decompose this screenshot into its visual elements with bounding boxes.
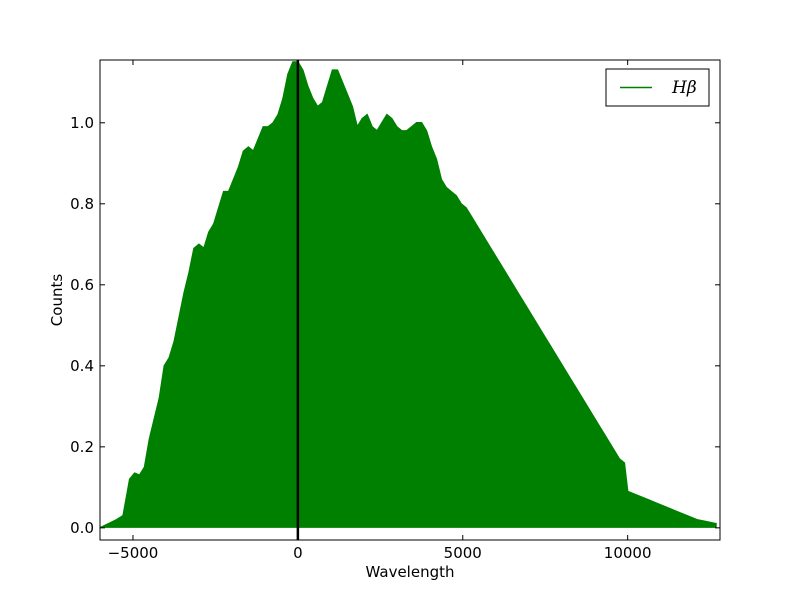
series-area-0 bbox=[100, 62, 717, 528]
legend-label: Hβ bbox=[671, 78, 697, 98]
y-tick-label: 0.6 bbox=[70, 276, 94, 294]
legend: Hβ bbox=[605, 68, 710, 107]
axes-frame bbox=[99, 59, 721, 541]
y-tick-label: 0.2 bbox=[70, 438, 94, 456]
y-tick-label: 1.0 bbox=[70, 114, 94, 132]
x-tick-label: 5000 bbox=[444, 544, 482, 562]
y-axis: 0.0 0.2 0.4 0.6 0.8 1.0 bbox=[70, 114, 720, 537]
plot-area bbox=[100, 60, 717, 540]
y-axis-label: Counts bbox=[48, 274, 66, 327]
x-tick-label: −5000 bbox=[108, 544, 159, 562]
x-axis: −5000 0 5000 10000 bbox=[108, 60, 652, 562]
x-axis-label: Wavelength bbox=[366, 563, 455, 581]
x-tick-label: 10000 bbox=[604, 544, 652, 562]
series-line-0 bbox=[100, 61, 717, 529]
y-tick-label: 0.0 bbox=[70, 519, 94, 537]
y-tick-label: 0.8 bbox=[70, 195, 94, 213]
y-tick-label: 0.4 bbox=[70, 357, 94, 375]
x-tick-label: 0 bbox=[293, 544, 303, 562]
